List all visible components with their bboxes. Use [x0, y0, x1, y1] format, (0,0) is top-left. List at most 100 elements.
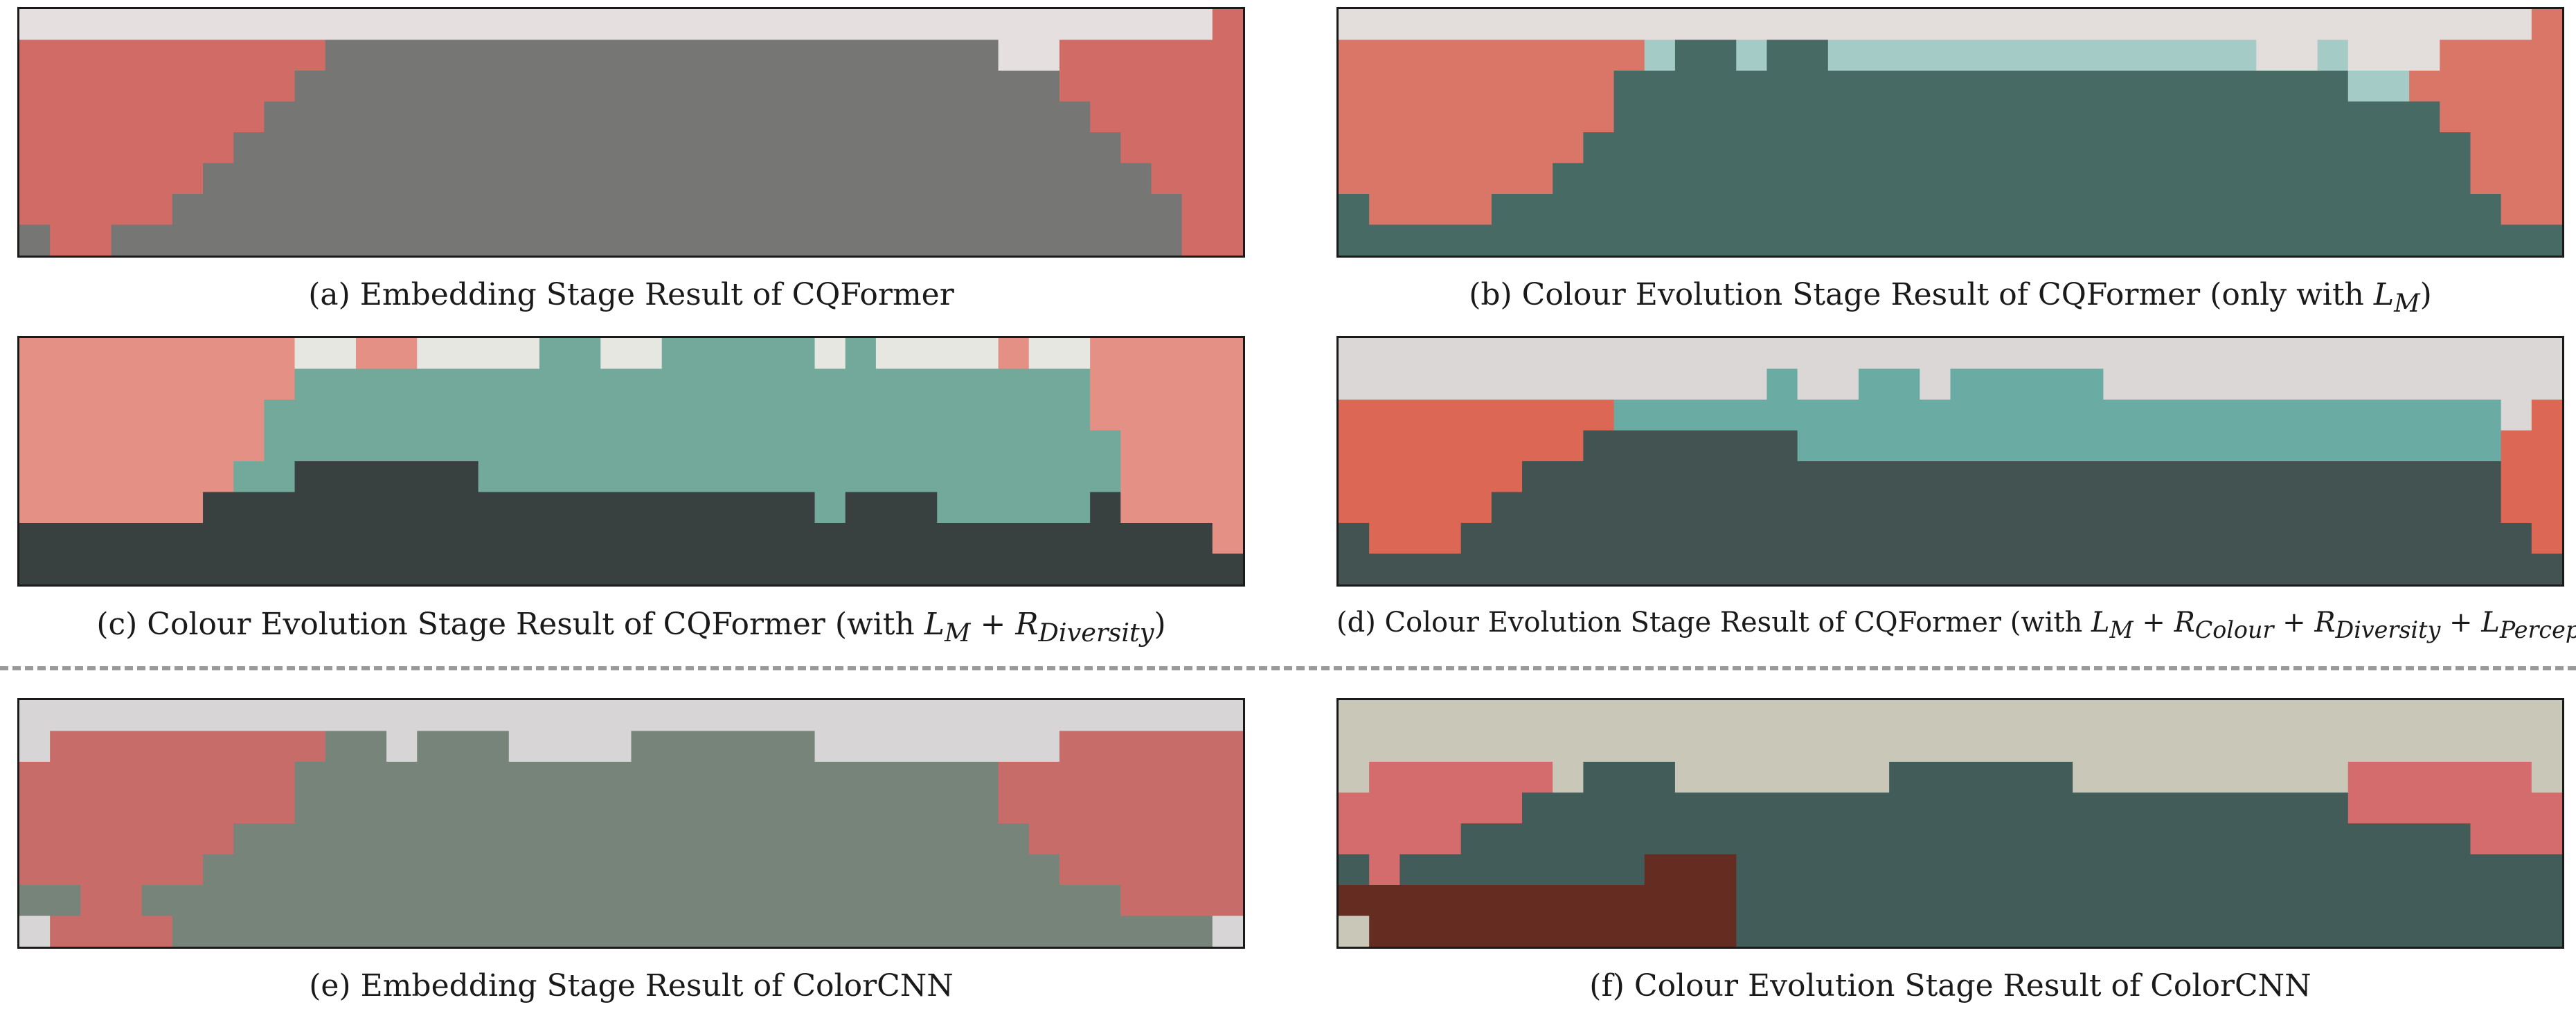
panel-f-cell — [1339, 885, 1737, 917]
panel-b-cell — [2409, 71, 2562, 102]
panel-c-cell — [264, 400, 1091, 431]
panel-c-cell — [294, 368, 1091, 400]
panel-d-cell — [2103, 368, 2562, 400]
panel-c-cell — [1120, 461, 1243, 493]
panel-d-cell — [2501, 430, 2562, 462]
panel-c-cell — [294, 461, 479, 493]
panel-a-cell — [172, 194, 1183, 226]
caption-f: (f) Colour Evolution Stage Result of Col… — [1589, 968, 2311, 1003]
panel-e-cell — [50, 916, 173, 947]
panel-f-cell — [1553, 762, 1584, 794]
panel-e-cell — [1059, 854, 1243, 886]
panel-d-cell — [1339, 461, 1523, 493]
panel-a-cell — [111, 224, 1183, 256]
panel-c-cell — [19, 400, 265, 431]
panel-e-cell — [814, 731, 1060, 762]
caption-d: (d) Colour Evolution Stage Result of CQF… — [1336, 607, 2576, 643]
panel-b-cell — [2501, 194, 2562, 226]
panel-b-cell — [1613, 71, 2349, 102]
panel-f-cell — [2073, 762, 2349, 794]
panel-d-image — [1336, 336, 2564, 587]
panel-f-cell — [1583, 762, 1676, 794]
panel-d-cell — [1797, 430, 2502, 462]
panel-b-cell — [1583, 132, 2471, 164]
panel-f-cell — [2531, 762, 2562, 794]
panel-b-cell — [1339, 101, 1615, 133]
section-divider — [0, 666, 2576, 670]
panel-f-cell — [2347, 762, 2532, 794]
panel-c-cell — [998, 338, 1030, 370]
panel-b-cell — [2440, 39, 2562, 71]
panel-e-cell — [19, 823, 235, 855]
panel-e-cell — [998, 792, 1243, 824]
panel-b-cell — [1369, 194, 1492, 226]
panel-b-cell — [2317, 39, 2349, 71]
panel-d-cell — [1491, 492, 2502, 524]
panel-c-cell — [19, 430, 265, 462]
panel-a-cell — [19, 163, 204, 195]
panel-e-grid — [19, 700, 1243, 947]
panel-a-cell — [1090, 101, 1243, 133]
panel-c-cell — [937, 492, 1091, 524]
panel-f-cell — [1369, 854, 1401, 886]
panel-e-cell — [19, 916, 51, 947]
panel-c-cell — [19, 338, 296, 370]
panel-d-cell — [1613, 400, 2502, 431]
panel-c-cell — [600, 338, 663, 370]
panel-c-cell — [845, 492, 938, 524]
panel-f-cell — [1369, 916, 1737, 947]
panel-b-cell — [1613, 101, 2441, 133]
panel-f-cell — [1399, 854, 1645, 886]
panel-b-cell — [1491, 194, 2502, 226]
panel-a-cell — [1181, 224, 1243, 256]
panel-b-cell — [2440, 101, 2562, 133]
panel-f-cell — [1736, 885, 2562, 917]
panel-e-cell — [80, 885, 143, 917]
panel-e-cell — [141, 885, 1122, 917]
panel-b-cell — [2347, 71, 2410, 102]
panel-c-cell — [1090, 368, 1243, 400]
panel-c-cell — [233, 461, 296, 493]
panel-e-cell — [998, 762, 1243, 794]
panel-d-grid — [1339, 338, 2562, 584]
panel-f-cell — [2470, 823, 2562, 855]
panel-e-cell — [1059, 731, 1243, 762]
panel-b-cell — [1674, 39, 1737, 71]
panel-d-cell — [1339, 430, 1584, 462]
panel-b-cell — [1736, 39, 1768, 71]
panel-f-image — [1336, 698, 2564, 949]
panel-c-cell — [1212, 523, 1243, 555]
panel-a-image — [17, 7, 1245, 258]
panel-e-cell — [172, 916, 1213, 947]
panel-c-cell — [1028, 338, 1091, 370]
caption-e: (e) Embedding Stage Result of ColorCNN — [309, 968, 954, 1003]
panel-e-cell — [19, 854, 204, 886]
panel-b-cell — [1766, 39, 1829, 71]
panel-e-cell — [294, 792, 999, 824]
panel-f-cell — [1522, 792, 2349, 824]
panel-c-cell — [1120, 430, 1243, 462]
panel-b-cell — [1553, 163, 2471, 195]
panel-e-cell — [508, 731, 632, 762]
panel-c-cell — [539, 338, 602, 370]
panel-f-cell — [1674, 762, 1890, 794]
panel-c-cell — [264, 430, 1122, 462]
panel-d-cell — [1766, 368, 1798, 400]
panel-b-cell — [1339, 9, 2532, 41]
panel-c-cell — [19, 368, 296, 400]
panel-a-cell — [203, 163, 1152, 195]
panel-f-cell — [1339, 762, 1370, 794]
panel-c-cell — [19, 492, 204, 524]
panel-e-cell — [1028, 823, 1243, 855]
panel-e-cell — [325, 731, 387, 762]
panel-c-cell — [845, 338, 877, 370]
panel-f-cell — [1736, 916, 2562, 947]
panel-c-cell — [355, 338, 418, 370]
panel-d-cell — [2501, 461, 2562, 493]
caption-c: (c) Colour Evolution Stage Result of CQF… — [96, 607, 1166, 648]
panel-b-cell — [1827, 39, 2257, 71]
panel-a-cell — [19, 194, 173, 226]
panel-e-cell — [1120, 885, 1243, 917]
panel-b-cell — [1339, 194, 1370, 226]
panel-d-cell — [2501, 400, 2532, 431]
